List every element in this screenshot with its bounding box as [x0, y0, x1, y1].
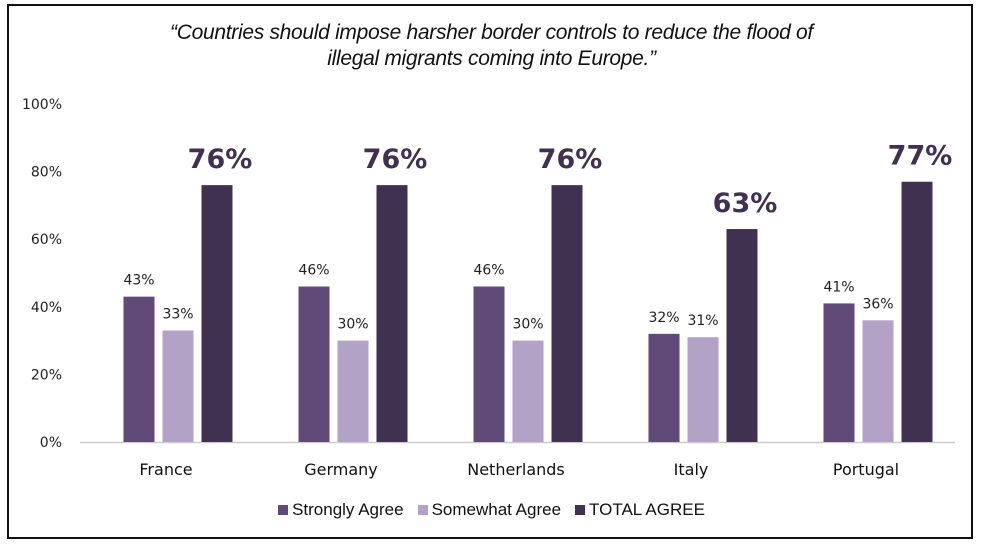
- legend-swatch: [417, 505, 428, 515]
- bar-total-agree: [376, 185, 408, 442]
- bar-strongly-agree: [298, 286, 330, 442]
- data-label: 63%: [713, 188, 778, 219]
- chart-frame: [7, 4, 973, 539]
- data-label: 76%: [363, 144, 428, 175]
- y-tick-label: 60%: [31, 232, 62, 248]
- data-label: 31%: [687, 313, 718, 329]
- data-labels: 43% 33% 76% 46% 30% 76% 46% 30% 76% 32% 31% 63% 41% 3…: [123, 141, 952, 333]
- legend-label: TOTAL AGREE: [589, 500, 705, 519]
- bar-strongly-agree: [473, 286, 505, 442]
- bar-total-agree: [551, 185, 583, 442]
- bar-somewhat-agree: [162, 330, 194, 442]
- legend-swatch: [278, 505, 289, 515]
- y-tick-label: 100%: [22, 97, 62, 113]
- bar-strongly-agree: [648, 333, 680, 442]
- chart-title-line-2: illegal migrants coming into Europe.”: [327, 47, 656, 70]
- bar-total-agree: [726, 229, 758, 442]
- bar-total-agree: [201, 185, 233, 442]
- legend-label: Strongly Agree: [292, 500, 404, 519]
- x-tick-label: Netherlands: [467, 460, 565, 479]
- legend: Strongly Agree Somewhat Agree TOTAL AGREE: [0, 500, 983, 520]
- chart-title-line-1: “Countries should impose harsher border …: [170, 21, 813, 44]
- bar-somewhat-agree: [512, 340, 544, 442]
- y-tick-label: 0%: [40, 435, 62, 451]
- data-label: 76%: [188, 144, 253, 175]
- data-label: 41%: [823, 279, 854, 295]
- legend-swatch: [575, 505, 586, 515]
- y-tick-label: 40%: [31, 300, 62, 316]
- chart-title: “Countries should impose harsher border …: [0, 20, 983, 72]
- data-label: 46%: [298, 263, 329, 279]
- bar-strongly-agree: [123, 296, 155, 442]
- y-tick-label: 20%: [31, 367, 62, 383]
- x-tick-label: France: [139, 460, 192, 479]
- data-label: 46%: [473, 263, 504, 279]
- bar-somewhat-agree: [337, 340, 369, 442]
- data-label: 43%: [123, 273, 154, 289]
- data-label: 36%: [862, 296, 893, 312]
- legend-label: Somewhat Agree: [431, 500, 562, 519]
- data-label: 30%: [337, 317, 368, 333]
- bar-strongly-agree: [823, 303, 855, 442]
- x-tick-label: Portugal: [833, 460, 899, 479]
- x-axis: France Germany Netherlands Italy Portugal: [139, 460, 899, 479]
- x-tick-label: Germany: [304, 460, 378, 479]
- data-label: 77%: [888, 141, 953, 172]
- legend-item: TOTAL AGREE: [575, 500, 705, 520]
- data-label: 32%: [648, 310, 679, 326]
- data-label: 33%: [162, 306, 193, 322]
- legend-item: Somewhat Agree: [417, 500, 562, 520]
- x-tick-label: Italy: [674, 460, 709, 479]
- data-label: 30%: [512, 317, 543, 333]
- bar-somewhat-agree: [862, 320, 894, 442]
- y-tick-label: 80%: [31, 165, 62, 181]
- y-axis: 0% 20% 40% 60% 80% 100%: [22, 97, 62, 451]
- bar-somewhat-agree: [687, 337, 719, 442]
- bars-group: [123, 181, 933, 443]
- data-label: 76%: [538, 144, 603, 175]
- bar-total-agree: [901, 181, 933, 443]
- legend-item: Strongly Agree: [278, 500, 404, 520]
